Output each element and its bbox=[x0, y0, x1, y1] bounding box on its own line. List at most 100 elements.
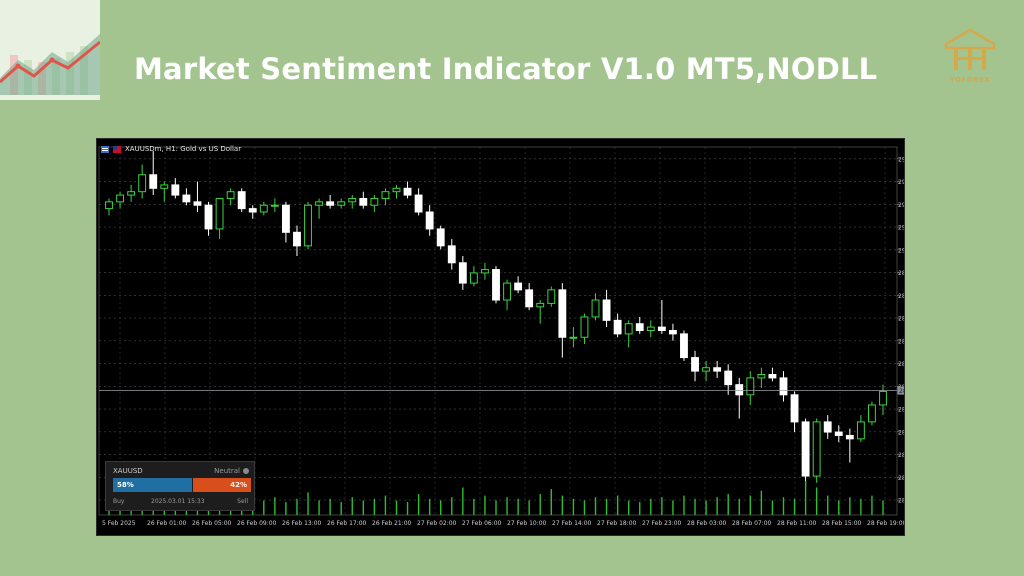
candle-body bbox=[823, 421, 832, 433]
candle-body bbox=[624, 323, 633, 335]
candle-body bbox=[160, 184, 169, 189]
y-tick-label: 2914.270 bbox=[898, 202, 904, 209]
candle-body bbox=[879, 390, 887, 406]
x-tick-label: 26 Feb 13:00 bbox=[282, 520, 322, 527]
candle-body bbox=[492, 269, 500, 301]
x-tick-label: 27 Feb 23:00 bbox=[642, 520, 682, 527]
chart-window-icon bbox=[101, 145, 109, 153]
x-tick-label: 27 Feb 02:00 bbox=[417, 520, 457, 527]
candle-body bbox=[215, 197, 224, 230]
candle-body bbox=[348, 197, 357, 203]
y-tick-label: 2867.230 bbox=[898, 361, 904, 368]
candle-body bbox=[503, 282, 511, 301]
candle-body bbox=[359, 197, 368, 206]
chart-symbol-title: XAUUSDm, H1: Gold vs US Dollar bbox=[125, 145, 242, 153]
candle-body bbox=[248, 208, 257, 213]
x-tick-label: 28 Feb 03:00 bbox=[687, 520, 727, 527]
candle-body bbox=[613, 319, 622, 335]
sentiment-status: Neutral bbox=[214, 467, 240, 475]
y-tick-label: 2826.910 bbox=[898, 498, 904, 505]
candle-body bbox=[105, 201, 113, 210]
candle-body bbox=[226, 191, 235, 199]
candle-body bbox=[724, 370, 733, 386]
page-title: Market Sentiment Indicator V1.0 MT5,NODL… bbox=[134, 52, 878, 86]
y-tick-label: 2927.710 bbox=[898, 156, 904, 163]
candle-body bbox=[436, 228, 445, 247]
candle-body bbox=[646, 326, 655, 331]
sentiment-widget[interactable]: XAUUSD Neutral 58% 42% Buy 2025.03.01 15… bbox=[105, 461, 255, 511]
candle-body bbox=[237, 191, 246, 210]
symbol-flag-icon bbox=[113, 145, 121, 153]
sell-percentage-bar: 42% bbox=[193, 478, 251, 492]
candle-body bbox=[447, 245, 456, 264]
y-tick-label: 2920.990 bbox=[898, 179, 904, 186]
brand-name: YOFOREX bbox=[949, 76, 991, 84]
candle-body bbox=[569, 336, 578, 339]
candle-body bbox=[547, 289, 556, 304]
candle-body bbox=[481, 269, 489, 274]
chart-logo-icon bbox=[0, 0, 101, 100]
candle-body bbox=[735, 384, 744, 396]
sell-label: Sell bbox=[237, 498, 248, 505]
candle-body bbox=[602, 299, 611, 321]
candle-body bbox=[458, 262, 467, 284]
x-tick-label: 27 Feb 14:00 bbox=[552, 520, 592, 527]
x-tick-label: 26 Feb 17:00 bbox=[327, 520, 367, 527]
candle-body bbox=[270, 204, 279, 207]
candle-body bbox=[315, 201, 324, 206]
candle-body bbox=[414, 194, 423, 213]
current-price-tag bbox=[897, 386, 904, 395]
y-tick-label: 2900.830 bbox=[898, 247, 904, 254]
status-dot-icon bbox=[243, 468, 249, 474]
candle-body bbox=[779, 377, 788, 396]
candle-body bbox=[127, 191, 136, 196]
buy-percentage-bar: 58% bbox=[113, 478, 192, 492]
x-tick-label: 26 Feb 01:00 bbox=[147, 520, 187, 527]
y-tick-label: 2847.070 bbox=[898, 429, 904, 436]
buy-label: Buy bbox=[113, 498, 125, 505]
candle-body bbox=[281, 204, 290, 233]
candle-body bbox=[845, 434, 854, 440]
plot-frame bbox=[98, 146, 898, 516]
candle-body bbox=[834, 431, 843, 436]
y-tick-label: 2887.390 bbox=[898, 293, 904, 300]
candle-body bbox=[812, 421, 821, 477]
candle-body bbox=[713, 367, 722, 372]
x-tick-label: 26 Feb 21:00 bbox=[372, 520, 412, 527]
candle-body bbox=[680, 333, 688, 359]
candle-body bbox=[204, 204, 213, 230]
candle-body bbox=[116, 194, 124, 203]
candle-body bbox=[657, 326, 666, 331]
candle-body bbox=[392, 187, 401, 193]
x-tick-label: 27 Feb 06:00 bbox=[462, 520, 502, 527]
candle-body bbox=[403, 187, 412, 196]
y-tick-label: 2840.350 bbox=[898, 452, 904, 459]
candle-body bbox=[591, 299, 600, 318]
candle-body bbox=[635, 323, 644, 331]
candle-body bbox=[525, 289, 534, 308]
candle-body bbox=[259, 204, 268, 213]
x-tick-label: 27 Feb 10:00 bbox=[507, 520, 547, 527]
price-chart[interactable]: 2927.710 2920.990 2914.270 2907.550 2900.830… bbox=[97, 139, 904, 535]
candle-body bbox=[580, 316, 589, 338]
trading-terminal: 2927.710 2920.990 2914.270 2907.550 2900.830… bbox=[96, 138, 905, 536]
candle-body bbox=[558, 289, 567, 338]
y-tick-label: 2873.950 bbox=[898, 338, 904, 345]
candle-body bbox=[746, 377, 755, 396]
candle-body bbox=[668, 329, 677, 335]
candle-body bbox=[702, 367, 711, 372]
current-price-label: 2859.242 bbox=[899, 388, 904, 395]
x-tick-label: 28 Feb 11:00 bbox=[777, 520, 817, 527]
widget-symbol: XAUUSD bbox=[113, 467, 143, 475]
candle-body bbox=[425, 211, 434, 230]
candle-body bbox=[757, 374, 766, 379]
candle-body bbox=[801, 421, 810, 477]
candle-body bbox=[790, 394, 799, 423]
brand-logo: YOFOREX bbox=[942, 28, 998, 92]
candle-body bbox=[370, 197, 379, 206]
candle-body bbox=[514, 282, 523, 291]
x-tick-label: 5 Feb 2025 bbox=[102, 520, 136, 527]
candle-body bbox=[381, 191, 390, 199]
x-tick-label: 28 Feb 15:00 bbox=[822, 520, 862, 527]
y-tick-label: 2907.550 bbox=[898, 225, 904, 232]
